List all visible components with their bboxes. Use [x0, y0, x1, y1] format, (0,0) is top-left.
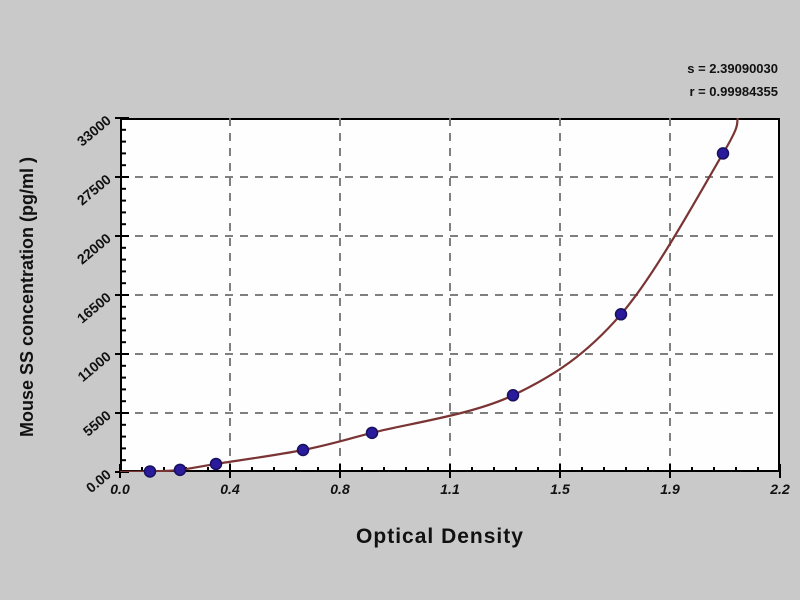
data-point: [209, 457, 223, 471]
x-tick-label: 0.0: [110, 481, 130, 497]
data-point: [506, 389, 520, 402]
x-tick-label: 0.4: [220, 481, 240, 497]
stat-r: r = 0.99984355: [689, 83, 778, 99]
x-tick-label: 1.1: [440, 481, 460, 497]
data-point: [716, 147, 730, 160]
axis-ticks: [115, 117, 781, 478]
x-tick-label: 0.8: [330, 481, 350, 497]
x-tick-label: 1.9: [660, 481, 680, 497]
tick-labels: 0.0 0.4 0.8 1.1 1.5 1.9 2.20.00550011000165002…: [74, 112, 790, 497]
y-axis-title: Mouse SS concentration (pg/ml ): [17, 156, 37, 438]
data-point: [614, 308, 628, 321]
data-point: [173, 463, 187, 477]
stat-s: s = 2.39090030: [687, 61, 778, 76]
x-tick-label: 2.2: [769, 481, 790, 497]
data-point: [143, 465, 157, 478]
y-tick-label: 27500: [74, 171, 114, 208]
y-tick-label: 16500: [74, 289, 114, 326]
y-tick-label: 22000: [74, 230, 114, 267]
data-point: [365, 426, 379, 440]
x-axis-title: Optical Density: [356, 525, 524, 548]
fit-statistics: s = 2.39090030 r = 0.99984355: [687, 58, 778, 104]
data-point: [296, 443, 310, 457]
y-tick-label: 5500: [80, 407, 114, 439]
y-tick-label: 11000: [74, 348, 114, 385]
y-tick-label: 33000: [74, 112, 114, 149]
grid-lines: [120, 118, 780, 472]
x-tick-label: 1.5: [550, 481, 570, 497]
data-points: [143, 147, 730, 478]
